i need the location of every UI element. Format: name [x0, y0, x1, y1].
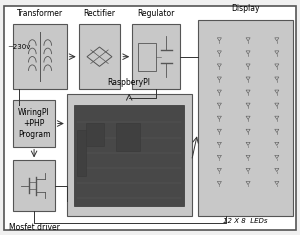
Text: Mosfet driver: Mosfet driver: [9, 223, 59, 232]
Text: Regulator: Regulator: [137, 8, 175, 18]
Text: 12 X 8  LEDs: 12 X 8 LEDs: [223, 218, 267, 224]
Bar: [86, 123, 104, 146]
Text: ~230v: ~230v: [7, 44, 31, 51]
Bar: [79, 24, 120, 89]
Bar: [138, 43, 156, 71]
Text: Transformer: Transformer: [17, 8, 63, 18]
Bar: [13, 101, 55, 147]
Text: RaspberyPI: RaspberyPI: [108, 78, 151, 87]
Bar: [77, 130, 86, 176]
Bar: [13, 161, 55, 211]
Bar: [13, 24, 67, 89]
Text: Rectifier: Rectifier: [83, 8, 116, 18]
Bar: [67, 94, 192, 216]
Bar: [132, 24, 180, 89]
Text: WiringPI
+PHP
Program: WiringPI +PHP Program: [18, 108, 50, 139]
Bar: [116, 123, 140, 151]
Bar: [198, 20, 293, 216]
Text: Display: Display: [231, 4, 260, 13]
Bar: [74, 105, 184, 207]
